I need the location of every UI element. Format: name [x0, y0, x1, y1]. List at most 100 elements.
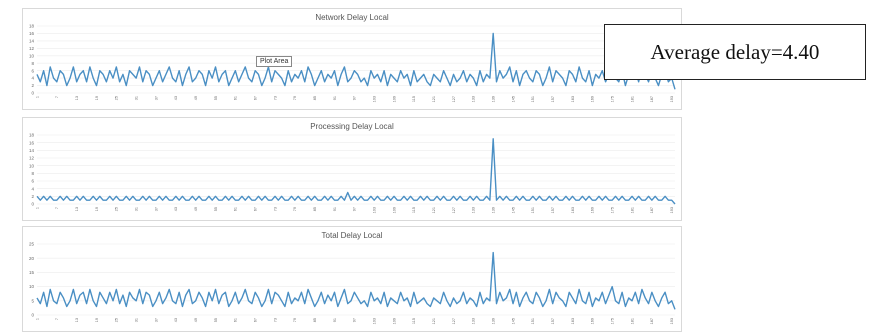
- x-tick-label: 115: [412, 318, 416, 324]
- y-tick-label: 6: [31, 179, 34, 184]
- x-tick-label: 169: [591, 96, 595, 102]
- y-tick-label: 0: [31, 313, 34, 318]
- y-tick-label: 8: [31, 61, 34, 66]
- x-tick-label: 145: [511, 318, 515, 324]
- series-line: [36, 138, 676, 205]
- y-tick-label: 12: [29, 156, 35, 161]
- x-tick-label: 97: [353, 96, 357, 100]
- x-tick-label: 43: [174, 207, 178, 211]
- x-tick-label: 85: [313, 96, 317, 100]
- y-tick-label: 5: [31, 298, 34, 303]
- x-tick-label: 91: [333, 318, 337, 322]
- x-tick-label: 7: [55, 96, 59, 98]
- x-tick-label: 61: [234, 207, 238, 211]
- x-tick-label: 1: [35, 96, 39, 98]
- x-tick-label: 151: [531, 207, 535, 213]
- x-tick-label: 103: [372, 207, 376, 213]
- x-tick-label: 79: [293, 207, 297, 211]
- x-tick-label: 55: [214, 96, 218, 100]
- x-tick-label: 115: [412, 96, 416, 102]
- x-tick-label: 109: [392, 96, 396, 102]
- x-tick-label: 25: [115, 96, 119, 100]
- x-tick-label: 193: [670, 207, 674, 213]
- y-tick-label: 14: [29, 38, 35, 43]
- x-tick-label: 37: [154, 96, 158, 100]
- x-tick-label: 157: [551, 96, 555, 102]
- network-delay-chart: Network Delay Local 0 2 4 6 8 10 12 14 16 18 1 7 13 1…: [22, 8, 682, 110]
- y-tick-label: 16: [29, 31, 35, 36]
- x-tick-label: 49: [194, 318, 198, 322]
- y-tick-label: 0: [31, 91, 34, 96]
- chart-title: Total Delay Local: [321, 231, 383, 240]
- x-tick-label: 73: [273, 207, 277, 211]
- x-tick-label: 109: [392, 207, 396, 213]
- x-tick-label: 163: [571, 96, 575, 102]
- x-tick-label: 163: [571, 318, 575, 324]
- x-tick-label: 139: [491, 207, 495, 213]
- y-tick-label: 4: [31, 186, 34, 191]
- y-tick-label: 10: [29, 53, 35, 58]
- y-tick-label: 20: [29, 256, 35, 261]
- y-tick-label: 14: [29, 148, 35, 153]
- x-tick-label: 31: [134, 96, 138, 100]
- chart-title: Network Delay Local: [315, 13, 389, 22]
- x-tick-label: 25: [115, 318, 119, 322]
- x-tick-label: 175: [610, 207, 614, 213]
- x-tick-label: 151: [531, 318, 535, 324]
- x-tick-label: 181: [630, 318, 634, 324]
- x-tick-label: 151: [531, 96, 535, 102]
- x-tick-label: 55: [214, 318, 218, 322]
- x-tick-label: 103: [372, 96, 376, 102]
- x-tick-label: 61: [234, 96, 238, 100]
- x-tick-label: 139: [491, 96, 495, 102]
- x-tick-label: 1: [35, 318, 39, 320]
- x-tick-label: 79: [293, 96, 297, 100]
- x-tick-label: 181: [630, 96, 634, 102]
- x-tick-label: 7: [55, 318, 59, 320]
- y-tick-label: 15: [29, 270, 35, 275]
- y-tick-label: 18: [29, 24, 35, 29]
- x-tick-label: 187: [650, 318, 654, 324]
- x-tick-label: 37: [154, 207, 158, 211]
- x-tick-label: 67: [253, 207, 257, 211]
- y-tick-label: 2: [31, 194, 34, 199]
- x-tick-label: 79: [293, 318, 297, 322]
- y-tick-label: 16: [29, 140, 35, 145]
- y-tick-label: 0: [31, 202, 34, 207]
- x-tick-label: 181: [630, 207, 634, 213]
- average-delay-text: Average delay=4.40: [650, 39, 820, 64]
- y-tick-label: 25: [29, 242, 35, 247]
- average-delay-callout: Average delay=4.40: [604, 24, 866, 80]
- x-tick-label: 31: [134, 207, 138, 211]
- x-tick-label: 73: [273, 318, 277, 322]
- x-tick-label: 193: [670, 318, 674, 324]
- x-tick-label: 49: [194, 207, 198, 211]
- x-tick-label: 91: [333, 96, 337, 100]
- x-tick-label: 19: [95, 207, 99, 211]
- x-tick-label: 121: [432, 207, 436, 213]
- y-tick-label: 6: [31, 68, 34, 73]
- x-tick-label: 43: [174, 96, 178, 100]
- y-tick-label: 10: [29, 284, 35, 289]
- x-tick-label: 91: [333, 207, 337, 211]
- x-tick-label: 157: [551, 318, 555, 324]
- x-tick-label: 13: [75, 207, 79, 211]
- y-tick-label: 12: [29, 46, 35, 51]
- x-tick-label: 85: [313, 207, 317, 211]
- x-tick-label: 121: [432, 96, 436, 102]
- x-tick-label: 19: [95, 318, 99, 322]
- x-tick-label: 187: [650, 207, 654, 213]
- x-tick-label: 67: [253, 96, 257, 100]
- x-tick-label: 37: [154, 318, 158, 322]
- total-delay-plot: 0 5 10 15 20 25 1 7 13 19 25 31 37 43 49 55 61 67 73 79 85 91…: [29, 242, 676, 324]
- x-tick-label: 13: [75, 318, 79, 322]
- x-tick-label: 127: [452, 318, 456, 324]
- x-tick-label: 7: [55, 207, 59, 209]
- x-tick-label: 55: [214, 207, 218, 211]
- x-tick-label: 67: [253, 318, 257, 322]
- x-tick-label: 97: [353, 318, 357, 322]
- x-tick-label: 145: [511, 207, 515, 213]
- x-tick-label: 139: [491, 318, 495, 324]
- x-tick-label: 127: [452, 207, 456, 213]
